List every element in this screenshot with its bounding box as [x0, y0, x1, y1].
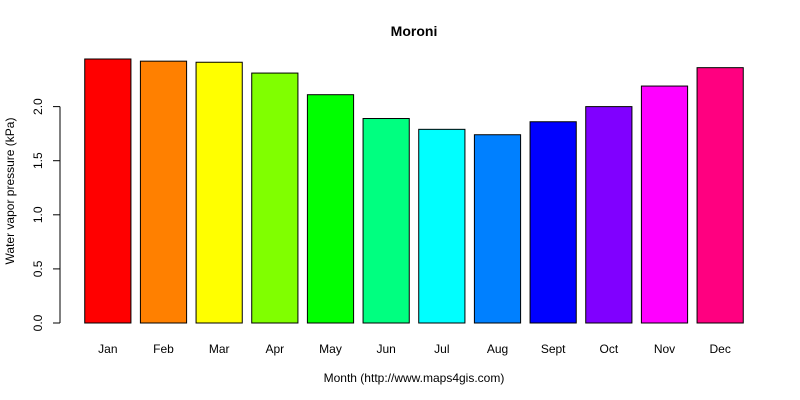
- bar-feb: [139, 60, 188, 324]
- x-tick-label-apr: Apr: [265, 342, 284, 356]
- bar-dec: [696, 67, 744, 324]
- x-tick-label-may: May: [319, 342, 342, 356]
- x-tick-label-dec: Dec: [709, 342, 730, 356]
- y-tick-label: 1.0: [31, 206, 45, 223]
- chart-title: Moroni: [391, 23, 438, 39]
- x-tick-label-nov: Nov: [654, 342, 675, 356]
- x-tick-label-feb: Feb: [153, 342, 174, 356]
- x-axis-label: Month (http://www.maps4gis.com): [324, 371, 505, 385]
- bar-nov: [640, 85, 689, 324]
- y-tick-label: 1.5: [31, 152, 45, 169]
- x-tick-label-oct: Oct: [599, 342, 618, 356]
- bar-mar: [195, 61, 243, 324]
- y-tick-label: 0.0: [31, 314, 45, 331]
- bars-group: [84, 58, 744, 324]
- x-tick-label-jan: Jan: [98, 342, 117, 356]
- bar-aug: [473, 134, 522, 324]
- x-tick-label-jun: Jun: [376, 342, 395, 356]
- bar-apr: [251, 72, 299, 324]
- bar-oct: [585, 106, 633, 324]
- x-tick-label-sept: Sept: [541, 342, 566, 356]
- bar-may: [306, 94, 355, 324]
- y-tick-label: 2.0: [31, 98, 45, 115]
- x-tick-labels: Jan Feb Mar Apr May Jun Jul Aug Sept Oct Nov Dec: [98, 342, 731, 356]
- y-axis: 0.0 0.5 1.0 1.5 2.0: [31, 98, 61, 331]
- y-tick-label: 0.5: [31, 260, 45, 277]
- bar-jun: [362, 118, 410, 324]
- x-tick-label-aug: Aug: [487, 342, 508, 356]
- bar-sept: [529, 121, 577, 324]
- x-tick-label-jul: Jul: [434, 342, 449, 356]
- y-axis-label: Water vapor pressure (kPa): [3, 118, 17, 265]
- bar-jan: [84, 58, 132, 324]
- x-tick-label-mar: Mar: [209, 342, 230, 356]
- bar-jul: [418, 128, 466, 324]
